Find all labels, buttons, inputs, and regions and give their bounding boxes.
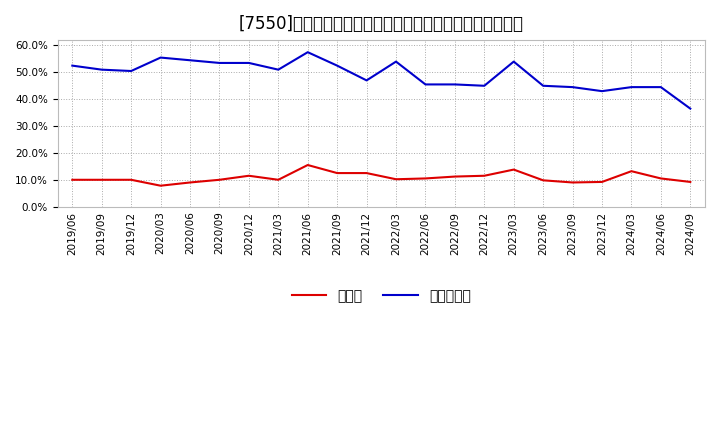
現頲金 bbox=[127, 177, 135, 183]
有利子負債 bbox=[421, 82, 430, 87]
有利子負債 bbox=[598, 88, 606, 94]
有利子負債 bbox=[274, 67, 283, 72]
有利子負債 bbox=[627, 84, 636, 90]
有利子負債 bbox=[303, 50, 312, 55]
有利子負債 bbox=[333, 63, 341, 68]
有利子負債 bbox=[480, 83, 489, 88]
有利子負債 bbox=[362, 78, 371, 83]
現頲金 bbox=[598, 179, 606, 184]
Title: [7550]　現頲金、有利子負債の総資産に対する比率の推移: [7550] 現頲金、有利子負債の総資産に対する比率の推移 bbox=[239, 15, 523, 33]
現頲金 bbox=[274, 177, 283, 183]
有利子負債 bbox=[539, 83, 547, 88]
現頲金 bbox=[68, 177, 76, 183]
現頲金 bbox=[686, 179, 695, 184]
有利子負債 bbox=[245, 60, 253, 66]
有利子負債 bbox=[392, 59, 400, 64]
現頲金 bbox=[480, 173, 489, 178]
Line: 現頲金: 現頲金 bbox=[72, 165, 690, 186]
有利子負債 bbox=[215, 60, 224, 66]
現頲金 bbox=[97, 177, 106, 183]
有利子負債 bbox=[97, 67, 106, 72]
現頲金 bbox=[303, 162, 312, 168]
現頲金 bbox=[186, 180, 194, 185]
現頲金 bbox=[156, 183, 165, 188]
現頲金 bbox=[362, 170, 371, 176]
現頲金 bbox=[333, 170, 341, 176]
Line: 有利子負債: 有利子負債 bbox=[72, 52, 690, 109]
有利子負債 bbox=[510, 59, 518, 64]
有利子負債 bbox=[686, 106, 695, 111]
現頲金 bbox=[539, 178, 547, 183]
現頲金 bbox=[510, 167, 518, 172]
現頲金 bbox=[421, 176, 430, 181]
Legend: 現頲金, 有利子負債: 現頲金, 有利子負債 bbox=[286, 283, 477, 308]
現頲金 bbox=[215, 177, 224, 183]
現頲金 bbox=[392, 176, 400, 182]
有利子負債 bbox=[568, 84, 577, 90]
現頲金 bbox=[451, 174, 459, 179]
有利子負債 bbox=[127, 68, 135, 73]
現頲金 bbox=[245, 173, 253, 178]
現頲金 bbox=[657, 176, 665, 181]
有利子負債 bbox=[451, 82, 459, 87]
現頲金 bbox=[568, 180, 577, 185]
有利子負債 bbox=[156, 55, 165, 60]
有利子負債 bbox=[68, 63, 76, 68]
現頲金 bbox=[627, 169, 636, 174]
有利子負債 bbox=[186, 58, 194, 63]
有利子負債 bbox=[657, 84, 665, 90]
